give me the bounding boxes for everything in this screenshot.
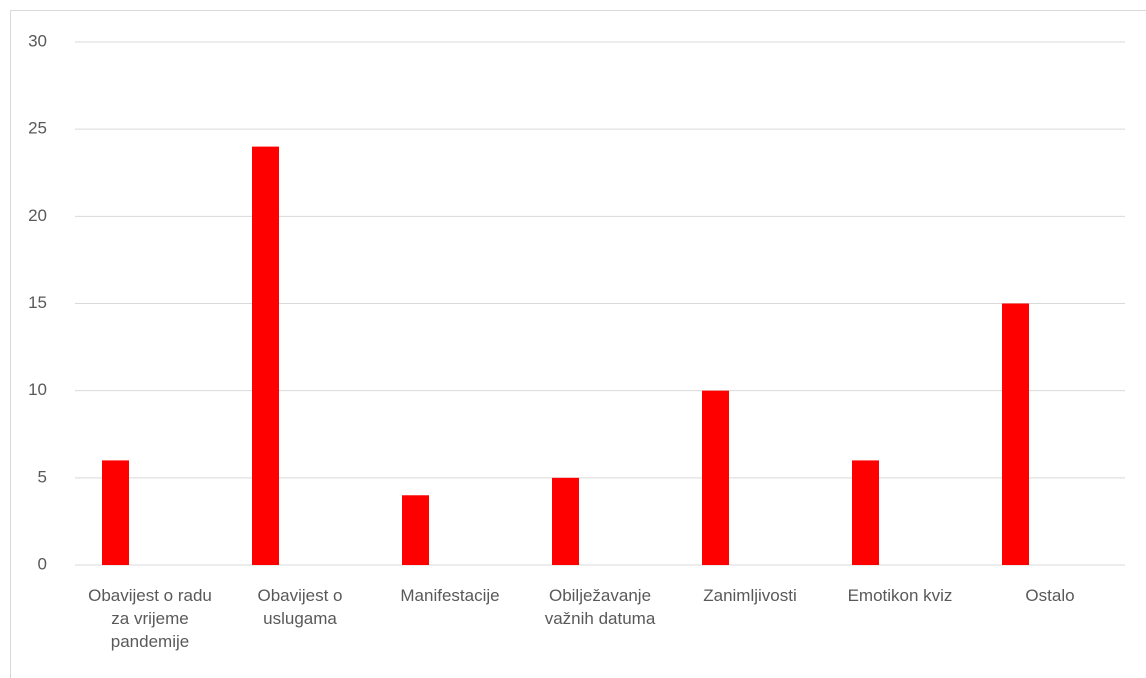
- bar: [552, 477, 579, 565]
- y-tick-label: 20: [28, 206, 47, 225]
- x-tick-label: Emotikon kviz: [847, 586, 953, 605]
- y-tick-label: 0: [38, 554, 47, 573]
- bar: [852, 460, 879, 565]
- x-tick-label: Obavijest o radu za vrijeme pandemije: [88, 586, 212, 651]
- bar: [702, 390, 729, 565]
- x-tick-label: Ostalo: [1025, 586, 1075, 605]
- x-tick-label: Zanimljivosti: [703, 586, 797, 605]
- y-tick-label: 5: [38, 467, 47, 486]
- chart-frame: [10, 10, 1146, 678]
- x-tick-label: Manifestacije: [400, 586, 500, 605]
- y-tick-label: 25: [28, 119, 47, 138]
- bar: [102, 460, 129, 565]
- y-tick-label: 30: [28, 31, 47, 50]
- x-tick-label: Obavijest o uslugama: [257, 586, 343, 628]
- bar: [1002, 303, 1029, 565]
- bar: [252, 146, 279, 565]
- y-tick-label: 10: [28, 380, 47, 399]
- x-tick-label: Obilježavanje važnih datuma: [544, 586, 656, 628]
- y-tick-label: 15: [28, 293, 47, 312]
- bar: [402, 495, 429, 565]
